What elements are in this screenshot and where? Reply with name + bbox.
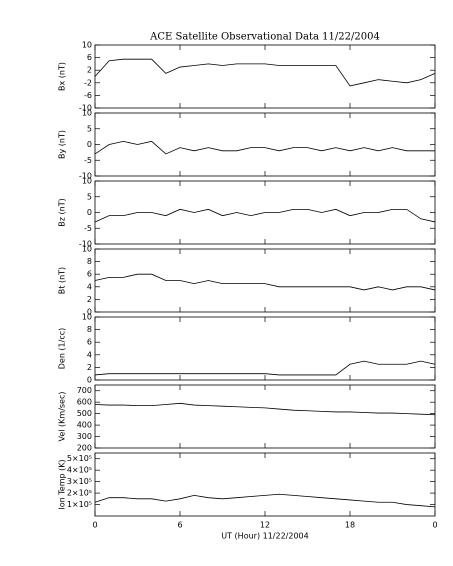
y-tick-label: 8 — [87, 325, 92, 334]
y-axis-label: Bx (nT) — [58, 62, 67, 91]
y-tick-label: 400 — [77, 421, 92, 430]
panel-frame — [94, 316, 436, 381]
y-tick-label: 4×10⁵ — [67, 466, 92, 475]
y-tick-label: 6 — [87, 338, 92, 347]
data-line — [94, 273, 436, 291]
x-tick-label: 0 — [92, 521, 97, 530]
y-tick-label: 4 — [87, 282, 92, 291]
y-tick-label: -10 — [79, 240, 92, 249]
y-axis-label: Vel (Km/sec) — [58, 391, 67, 441]
x-tick-label: 18 — [345, 521, 355, 530]
y-tick-label: 0 — [87, 308, 92, 317]
y-tick-label: 6 — [87, 53, 92, 62]
y-tick-label: 10 — [82, 313, 92, 322]
data-line — [94, 360, 436, 376]
data-line — [94, 402, 436, 416]
y-tick-label: -5 — [84, 156, 92, 165]
y-tick-label: 10 — [82, 109, 92, 118]
x-tick-label: 6 — [177, 521, 182, 530]
panel-frame — [94, 384, 436, 449]
y-tick-label: 10 — [82, 41, 92, 50]
y-tick-label: -10 — [79, 172, 92, 181]
x-tick-label: 0 — [432, 521, 437, 530]
y-tick-label: 1×10⁵ — [67, 500, 92, 509]
y-tick-label: -2 — [84, 78, 92, 87]
data-line — [94, 493, 436, 508]
y-axis-label: Ion Temp (K) — [58, 459, 67, 509]
y-tick-label: 0 — [87, 208, 92, 217]
y-tick-label: 300 — [77, 432, 92, 441]
y-axis-label: Bt (nT) — [58, 267, 67, 294]
x-tick-label: 12 — [260, 521, 270, 530]
y-tick-label: 5 — [87, 124, 92, 133]
y-tick-label: 0 — [87, 376, 92, 385]
data-line — [94, 208, 436, 223]
y-tick-label: -10 — [79, 104, 92, 113]
y-tick-label: 5 — [87, 192, 92, 201]
y-tick-label: 0 — [87, 140, 92, 149]
panel-frame — [94, 452, 436, 517]
y-tick-label: 5×10⁵ — [67, 454, 92, 463]
data-line — [94, 140, 435, 155]
y-tick-label: 10 — [82, 245, 92, 254]
y-tick-label: 2 — [87, 363, 92, 372]
panel-frame — [94, 112, 436, 177]
y-tick-label: 4 — [87, 350, 92, 359]
y-tick-label: 500 — [77, 409, 92, 418]
y-tick-label: 2×10⁵ — [67, 489, 92, 498]
panel-frame — [94, 44, 436, 109]
y-tick-label: -5 — [84, 224, 92, 233]
y-tick-label: 10 — [82, 177, 92, 186]
y-tick-label: 200 — [77, 444, 92, 453]
y-tick-label: -6 — [84, 91, 92, 100]
y-tick-label: 2 — [87, 295, 92, 304]
y-tick-label: 2 — [87, 66, 92, 75]
x-axis-label: UT (Hour) 11/22/2004 — [221, 532, 308, 541]
y-tick-label: 600 — [77, 398, 92, 407]
y-axis-label: Den (1/cc) — [58, 328, 67, 370]
y-tick-label: 6 — [87, 270, 92, 279]
data-line — [94, 58, 436, 87]
panel-frame — [94, 248, 436, 313]
y-axis-label: Bz (nT) — [58, 198, 67, 226]
y-tick-label: 700 — [77, 386, 92, 395]
y-axis-label: By (nT) — [58, 130, 67, 159]
y-tick-label: 8 — [87, 257, 92, 266]
chart-title: ACE Satellite Observational Data 11/22/2… — [149, 32, 380, 43]
y-tick-label: 3×10⁵ — [67, 477, 92, 486]
